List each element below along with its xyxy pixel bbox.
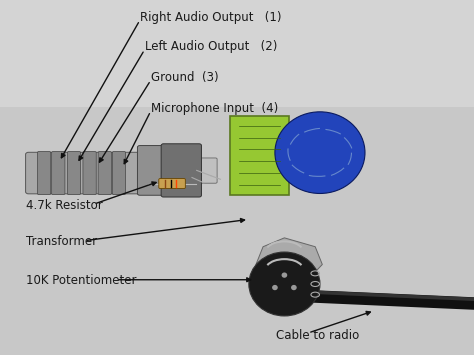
Text: 10K Potentiometer: 10K Potentiometer <box>26 274 137 287</box>
Text: Left Audio Output   (2): Left Audio Output (2) <box>145 40 277 53</box>
FancyBboxPatch shape <box>161 144 201 197</box>
Text: 4.7k Resistor: 4.7k Resistor <box>26 200 103 212</box>
Ellipse shape <box>291 285 297 290</box>
FancyBboxPatch shape <box>0 106 474 355</box>
Text: Ground  (3): Ground (3) <box>151 71 219 84</box>
Ellipse shape <box>282 273 287 278</box>
Text: Right Audio Output   (1): Right Audio Output (1) <box>140 11 282 23</box>
FancyBboxPatch shape <box>137 146 173 195</box>
FancyBboxPatch shape <box>67 152 81 195</box>
FancyBboxPatch shape <box>83 152 96 195</box>
Ellipse shape <box>275 112 365 193</box>
Ellipse shape <box>249 252 320 316</box>
Polygon shape <box>256 238 322 288</box>
Ellipse shape <box>272 285 278 290</box>
FancyBboxPatch shape <box>37 152 51 195</box>
Text: Transformer: Transformer <box>26 235 97 248</box>
FancyBboxPatch shape <box>26 152 173 194</box>
FancyBboxPatch shape <box>52 152 65 195</box>
FancyBboxPatch shape <box>98 152 111 195</box>
FancyBboxPatch shape <box>159 179 185 189</box>
Text: Cable to radio: Cable to radio <box>276 329 359 342</box>
Text: Microphone Input  (4): Microphone Input (4) <box>151 102 278 115</box>
FancyBboxPatch shape <box>112 152 126 195</box>
FancyBboxPatch shape <box>169 158 217 183</box>
FancyBboxPatch shape <box>230 116 289 195</box>
